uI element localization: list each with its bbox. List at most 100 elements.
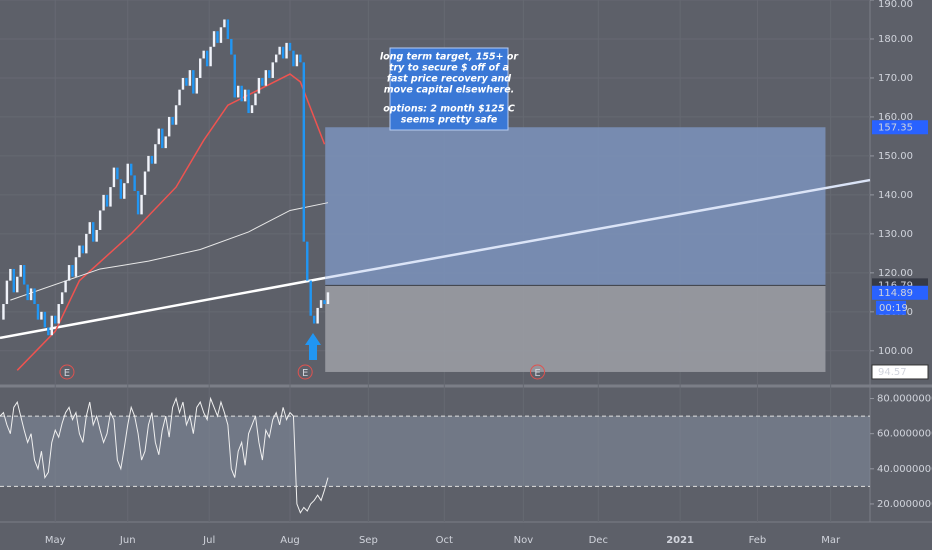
- candle-body: [174, 105, 178, 125]
- candle-body: [312, 315, 316, 324]
- candle-body: [57, 304, 60, 324]
- annotation-text: options: 2 month $125 C: [383, 104, 515, 115]
- candle-body: [181, 77, 185, 90]
- candle-body: [288, 42, 292, 51]
- candle-body: [199, 58, 202, 78]
- candle-body: [157, 128, 161, 145]
- candle-body: [16, 276, 19, 293]
- candle-body: [85, 233, 88, 254]
- annotation-text: fast price recovery and: [387, 74, 511, 85]
- candle-body: [247, 89, 250, 114]
- moving-average: [10, 202, 329, 301]
- y-tick-label: 160.00: [878, 112, 913, 123]
- trend-line-extension: [324, 178, 871, 280]
- candle-body: [212, 31, 216, 47]
- annotation-text: move capital elsewhere.: [384, 85, 515, 96]
- candle-body: [164, 136, 167, 149]
- candle-body: [188, 70, 192, 86]
- candle-body: [112, 167, 116, 188]
- candle-body: [295, 54, 299, 67]
- candle-body: [143, 171, 147, 195]
- earnings-label: E: [534, 368, 540, 379]
- candle-body: [140, 194, 143, 215]
- candle-body: [102, 194, 105, 211]
- moving-average: [16, 73, 326, 371]
- candle-body: [192, 70, 195, 94]
- annotation-text: long term target, 155+ or: [380, 52, 519, 63]
- y-tick-label: 190.00: [878, 0, 913, 10]
- candle-body: [12, 268, 16, 293]
- candle-body: [306, 241, 309, 281]
- rsi-tick-label: 20.00000000: [877, 499, 932, 510]
- arrow: [305, 333, 321, 360]
- candle-body: [105, 194, 109, 207]
- rsi-line: [0, 396, 329, 514]
- rsi-tick-label: 60.00000000: [877, 429, 932, 440]
- candle-body: [47, 327, 50, 336]
- candle-body: [278, 46, 281, 55]
- candle-body: [119, 179, 123, 199]
- candle-body: [147, 155, 150, 172]
- candle-body: [54, 315, 57, 324]
- candle-body: [129, 163, 133, 176]
- rsi-band: [0, 416, 870, 487]
- candle-body: [281, 46, 285, 59]
- candle-body: [36, 304, 40, 320]
- candle-body: [309, 280, 312, 316]
- price-tag: [871, 364, 929, 380]
- candle-body: [230, 38, 233, 55]
- candle-body: [109, 187, 112, 207]
- x-tick-label: Jul: [202, 535, 215, 546]
- candle-body: [219, 27, 223, 43]
- price-tag: [872, 120, 928, 135]
- candle-body: [292, 50, 295, 67]
- candle-body: [29, 288, 33, 301]
- candle-body: [2, 304, 5, 320]
- candle-body: [19, 265, 22, 277]
- candle-body: [67, 265, 71, 281]
- candle-body: [64, 280, 67, 293]
- candle-body: [133, 175, 136, 191]
- candle-body: [98, 210, 102, 230]
- candle-body: [268, 70, 271, 78]
- candle-body: [226, 19, 230, 39]
- candle-body: [81, 245, 85, 254]
- candle-body: [9, 268, 12, 281]
- price-tag: [872, 285, 928, 300]
- candle-body: [271, 62, 274, 78]
- candle-body: [185, 77, 188, 86]
- candle-body: [326, 292, 330, 305]
- annotation-text: seems pretty safe: [401, 115, 498, 126]
- candle-body: [154, 144, 157, 164]
- x-tick-label: 2021: [666, 535, 694, 546]
- x-tick-label: Mar: [821, 535, 841, 546]
- earnings-marker: [297, 364, 313, 380]
- candle-body: [302, 62, 306, 242]
- candle-body: [26, 284, 29, 301]
- candle-body: [205, 50, 209, 67]
- countdown-label: 00:19: [879, 303, 908, 314]
- x-tick-label: Nov: [514, 535, 534, 546]
- candle-body: [316, 307, 319, 324]
- candle-body: [71, 265, 74, 277]
- x-tick-label: May: [45, 535, 66, 546]
- candle-body: [126, 163, 129, 184]
- candle-body: [95, 229, 98, 242]
- candle-body: [50, 315, 53, 336]
- candle-body: [323, 300, 326, 305]
- candle-body: [233, 54, 236, 98]
- x-tick-label: Jun: [119, 535, 136, 546]
- earnings-marker: [59, 364, 75, 380]
- candle-body: [264, 70, 268, 86]
- x-tick-label: Oct: [436, 535, 453, 546]
- candle-body: [74, 257, 78, 277]
- y-tick-label: 100.00: [878, 346, 913, 357]
- candle-body: [33, 288, 36, 305]
- candle-body: [123, 183, 126, 199]
- candle-body: [261, 77, 264, 86]
- y-tick-label: 140.00: [878, 190, 913, 201]
- candle-body: [116, 167, 119, 180]
- trend-line: [0, 276, 326, 340]
- price-axis: [870, 0, 932, 550]
